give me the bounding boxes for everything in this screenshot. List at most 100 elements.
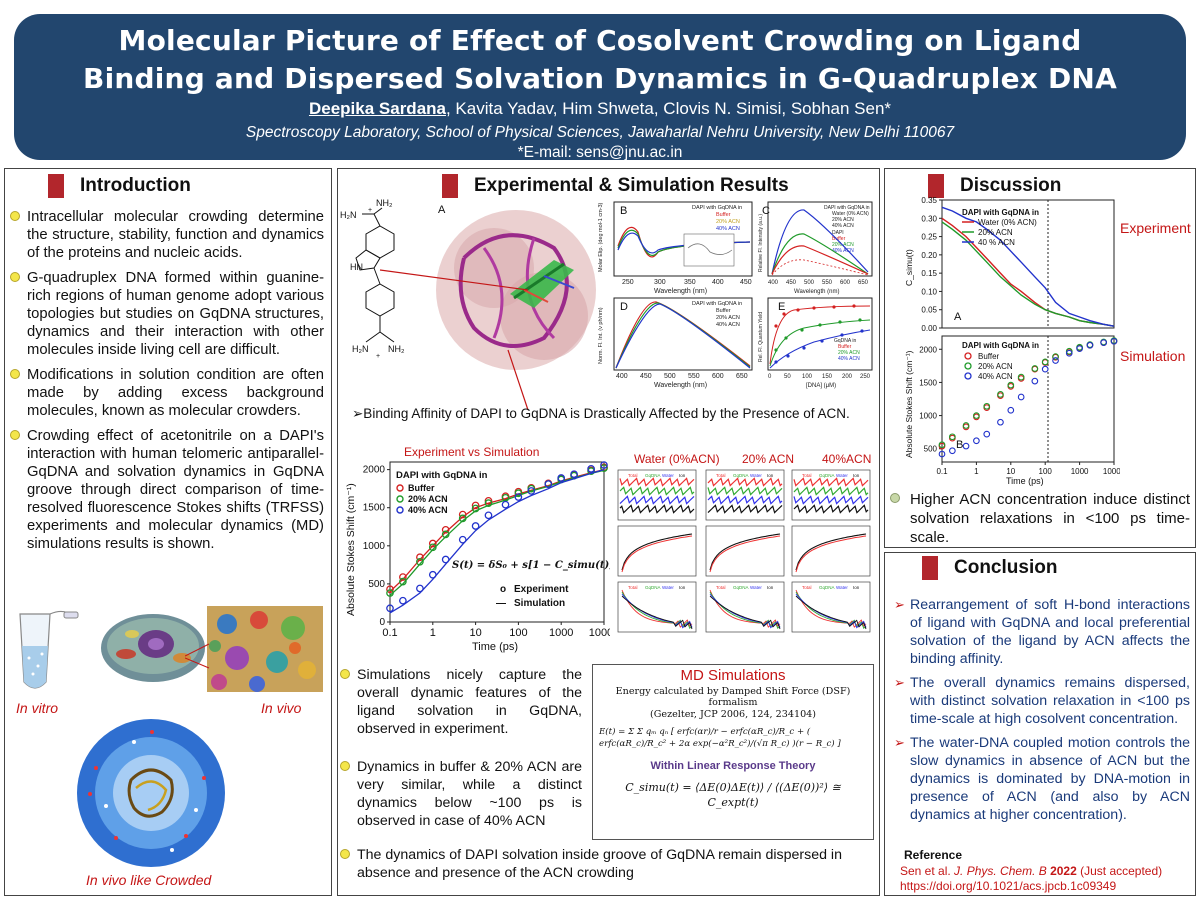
- md-col-20: 20% ACN: [742, 452, 795, 466]
- reference-doi[interactable]: https://doi.org/10.1021/acs.jpcb.1c09349: [900, 879, 1117, 893]
- discussion-bullet-item: Higher ACN concentration induce distinct…: [890, 490, 1190, 547]
- experiment-point: [399, 596, 407, 605]
- poster-header: Molecular Picture of Effect of Cosolvent…: [14, 14, 1186, 161]
- experiment-point: [458, 514, 467, 523]
- svg-text:20% ACN: 20% ACN: [978, 228, 1013, 237]
- stokes-point: [983, 402, 991, 410]
- svg-text:Molar Elip. (deg mol-1 cm-3): Molar Elip. (deg mol-1 cm-3): [598, 202, 604, 272]
- results-bullets: Simulations nicely capture the overall d…: [340, 666, 582, 837]
- other-authors: , Kavita Yadav, Him Shweta, Clovis N. Si…: [445, 99, 892, 118]
- conclusion-bullet: ➢ The overall dynamics remains dispersed,…: [894, 675, 1190, 727]
- svg-text:Water (0% ACN): Water (0% ACN): [832, 211, 869, 217]
- svg-text:H₂N: H₂N: [340, 210, 357, 220]
- md-sub-label: Water: [750, 473, 762, 478]
- y-tick-label: 1000: [919, 412, 937, 421]
- simulation-line: [389, 469, 605, 596]
- svg-text:450: 450: [740, 279, 752, 286]
- experiment-point: [441, 530, 450, 539]
- md-sub-label: GqDNA: [645, 473, 661, 478]
- stokes-point: [949, 447, 956, 455]
- experiment-point: [587, 465, 595, 473]
- md-sub-label: Ion: [679, 585, 686, 590]
- stokes-point: [1065, 347, 1073, 355]
- md-box-line2: (Gezelter, JCP 2006, 124, 234104): [649, 709, 817, 720]
- panel-b-legend-40: 40% ACN: [716, 226, 740, 232]
- md-subplot: [705, 581, 785, 633]
- svg-text:DAPI with GqDNA in: DAPI with GqDNA in: [962, 208, 1039, 217]
- legend-experiment: Experiment: [514, 584, 569, 595]
- svg-text:20% ACN: 20% ACN: [716, 315, 740, 321]
- energy-trace: [793, 477, 869, 487]
- svg-text:200: 200: [842, 374, 853, 380]
- experiment-point: [570, 470, 578, 479]
- x-tick-label: 0.1: [936, 467, 948, 476]
- experiment-point: [416, 557, 424, 566]
- y-tick-label: 1500: [363, 503, 386, 514]
- svg-text:NH₂: NH₂: [376, 198, 393, 208]
- md-subplot: [705, 525, 785, 577]
- svg-text:350: 350: [684, 279, 696, 286]
- x-tick-label: 1: [974, 467, 979, 476]
- md-subplot: [617, 581, 697, 633]
- main-legend-20: 20% ACN: [408, 494, 448, 504]
- svg-text:Rel. Fl. Quantum Yield: Rel. Fl. Quantum Yield: [758, 312, 764, 362]
- svg-text:500: 500: [804, 280, 815, 286]
- results-final-bullet: The dynamics of DAPI solvation inside gr…: [340, 846, 876, 889]
- stokes-point: [1017, 373, 1025, 381]
- affiliation: Spectroscopy Laboratory, School of Physi…: [245, 124, 955, 141]
- bullet-dot-icon: [340, 761, 350, 771]
- md-sub-label: Total: [716, 473, 726, 478]
- y-tick-label: 0.20: [921, 251, 937, 260]
- correlation-trace: [709, 595, 781, 630]
- panel-b-cd-chart: B DAPI with GqDNA in Buffer 20% ACN 40% …: [598, 201, 753, 295]
- md-sub-label: Ion: [767, 585, 774, 590]
- svg-text:40% ACN: 40% ACN: [832, 248, 854, 254]
- md-box-title: MD Simulations: [680, 667, 786, 684]
- svg-text:400: 400: [616, 373, 628, 380]
- y-tick-label: 2000: [919, 345, 937, 354]
- experiment-point: [428, 570, 437, 579]
- x-tick-label: 10: [469, 627, 481, 639]
- experiment-point: [501, 500, 510, 509]
- bullet-dot-icon: [340, 849, 350, 859]
- energy-trace: [793, 495, 869, 505]
- stokes-point: [949, 433, 956, 441]
- energy-trace: [707, 495, 783, 505]
- y-tick-label: 1500: [919, 378, 937, 387]
- stokes-point: [1086, 341, 1094, 349]
- svg-text:20% ACN: 20% ACN: [832, 217, 854, 223]
- fl-curve-40: [771, 209, 869, 275]
- svg-text:40% ACN: 40% ACN: [978, 372, 1013, 381]
- y-tick-label: 500: [368, 579, 385, 590]
- stokes-point: [1017, 393, 1025, 401]
- crowded-cytoplasm-illustration: [207, 606, 323, 692]
- svg-text:650: 650: [736, 373, 748, 380]
- stokes-point: [983, 430, 991, 438]
- stokes-point: [938, 441, 946, 449]
- title-line-2: Binding and Dispersed Solvation Dynamics…: [83, 62, 1117, 95]
- md-sub-label: Total: [628, 473, 638, 478]
- stokes-equation: S(t) = δS₀ + s[1 − C_simu(t)]: [452, 560, 610, 571]
- stokes-point: [962, 422, 970, 429]
- experiment-point: [386, 585, 394, 594]
- svg-text:+: +: [376, 353, 380, 360]
- x-tick-label: 10000: [1103, 467, 1120, 476]
- exp-vs-sim-chart: 0 500 1000 1500 2000 0.1 1 10 100 1000 10000 DAPI …: [345, 461, 610, 653]
- md-sub-label: Total: [802, 585, 812, 590]
- md-box-line1: Energy calculated by Damped Shift Force …: [615, 686, 851, 708]
- results-bullet: Dynamics in buffer & 20% ACN are very si…: [340, 758, 582, 830]
- reference-label: Reference: [904, 848, 963, 862]
- section-marker-icon: [922, 556, 938, 580]
- md-sub-label: Ion: [679, 473, 686, 478]
- conclusion-panel: [884, 552, 1196, 896]
- svg-text:550: 550: [822, 280, 833, 286]
- arrow-bullet-icon: ➢: [894, 735, 905, 750]
- correlation-trace: [795, 589, 867, 628]
- panel-b-legend-title: DAPI with GqDNA in: [692, 205, 742, 211]
- experiment-point: [458, 535, 467, 544]
- correlation-trace: [621, 591, 693, 629]
- experiment-point: [544, 480, 553, 488]
- panel-b-legend-20: 20% ACN: [716, 219, 740, 225]
- in-vitro-label: In vitro: [16, 700, 59, 716]
- correlation-trace: [709, 591, 781, 629]
